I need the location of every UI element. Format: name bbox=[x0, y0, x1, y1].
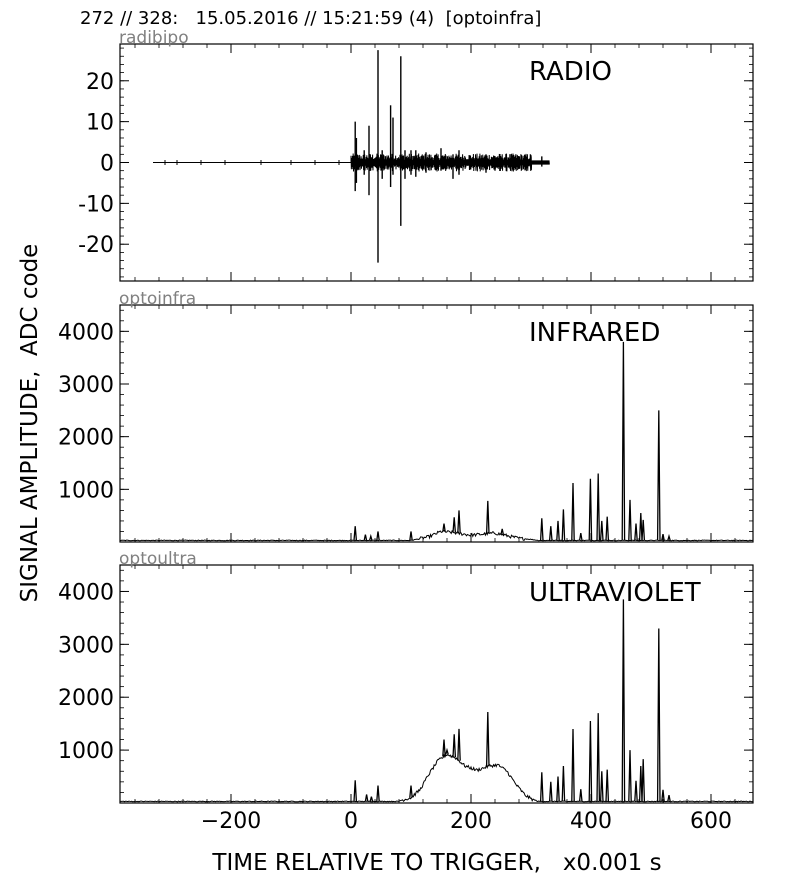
radio-trace bbox=[153, 153, 550, 172]
signal-peak bbox=[661, 533, 665, 541]
signal-peak bbox=[628, 499, 632, 541]
signal-peak bbox=[442, 739, 446, 757]
signal-peak bbox=[596, 713, 601, 802]
signal-peak bbox=[641, 519, 646, 541]
panel-title: INFRARED bbox=[529, 318, 660, 348]
signal-trace bbox=[119, 753, 753, 803]
signal-peak bbox=[656, 410, 661, 541]
y-tick-label: 4000 bbox=[58, 580, 114, 605]
channel-label: optoinfra bbox=[119, 289, 196, 309]
channel-label: optoultra bbox=[119, 549, 197, 569]
signal-peak bbox=[561, 765, 566, 802]
signal-peak bbox=[364, 794, 369, 802]
y-tick-label: 3000 bbox=[58, 633, 114, 658]
signal-peak bbox=[638, 765, 643, 802]
signal-peak bbox=[353, 526, 358, 541]
y-tick-label: -10 bbox=[78, 192, 114, 217]
signal-peak bbox=[452, 517, 457, 533]
y-tick-label: 4000 bbox=[58, 320, 114, 345]
channel-label: radibipo bbox=[119, 28, 189, 48]
figure-header: 272 // 328: 15.05.2016 // 15:21:59 (4) [… bbox=[80, 8, 542, 29]
plot-frame bbox=[119, 304, 754, 543]
signal-peak bbox=[556, 520, 560, 541]
y-tick-label: 2000 bbox=[58, 426, 114, 451]
signal-peak bbox=[628, 750, 632, 802]
signal-peak bbox=[596, 473, 601, 541]
panel-optoultra: optoultraULTRAVIOLET1000200030004000−200… bbox=[58, 549, 754, 834]
x-tick-label: −200 bbox=[201, 809, 261, 834]
signal-peak bbox=[363, 534, 368, 541]
signal-peak bbox=[605, 516, 610, 541]
signal-peak bbox=[588, 478, 593, 541]
signal-peak bbox=[638, 513, 643, 541]
signal-peak bbox=[442, 523, 446, 532]
signal-peak bbox=[571, 482, 575, 541]
signal-peak bbox=[500, 528, 505, 535]
signal-peak bbox=[556, 776, 560, 802]
y-tick-label: 3000 bbox=[58, 373, 114, 398]
signal-peak bbox=[588, 721, 593, 802]
signal-peak bbox=[369, 796, 374, 802]
y-tick-label: 1000 bbox=[58, 739, 114, 764]
signal-peak bbox=[634, 523, 638, 541]
plot-frame bbox=[119, 564, 754, 804]
signal-peak bbox=[656, 628, 661, 802]
signal-peak bbox=[641, 759, 646, 802]
signal-peak bbox=[621, 599, 626, 802]
y-tick-label: -20 bbox=[78, 233, 114, 258]
signal-peak bbox=[376, 785, 380, 802]
signal-peak bbox=[605, 769, 610, 802]
y-tick-label: 2000 bbox=[58, 686, 114, 711]
signal-peak bbox=[376, 531, 380, 541]
panel-title: RADIO bbox=[529, 57, 612, 87]
signal-peak bbox=[539, 518, 544, 541]
signal-peak bbox=[485, 712, 490, 767]
x-tick-label: 0 bbox=[344, 809, 358, 834]
signal-peak bbox=[452, 734, 457, 758]
signal-peak bbox=[409, 785, 413, 798]
signal-peak bbox=[634, 780, 638, 802]
signal-peak bbox=[578, 532, 583, 541]
signal-peak bbox=[661, 789, 665, 802]
signal-peak bbox=[578, 789, 583, 802]
signal-peak bbox=[548, 781, 553, 802]
panel-title: ULTRAVIOLET bbox=[529, 578, 701, 608]
x-tick-label: 200 bbox=[450, 809, 492, 834]
signal-trace bbox=[119, 529, 753, 542]
signal-peak bbox=[539, 772, 544, 802]
x-axis-label: TIME RELATIVE TO TRIGGER, x0.001 s bbox=[212, 850, 662, 876]
y-tick-label: 20 bbox=[86, 70, 114, 95]
y-tick-label: 1000 bbox=[58, 478, 114, 503]
panel-radibipo: radibipo RADIO 20 10 0 -10 -20 bbox=[78, 28, 754, 282]
signal-peak bbox=[368, 533, 373, 541]
signal-peak bbox=[621, 341, 626, 541]
signal-peak bbox=[457, 728, 461, 761]
signal-peak bbox=[548, 526, 553, 541]
x-tick-label: 400 bbox=[570, 809, 612, 834]
panel-optoinfra: optoinfra INFRARED 1000 2000 3000 4000 bbox=[58, 289, 754, 543]
signal-peak bbox=[561, 509, 566, 541]
signal-peak bbox=[599, 771, 604, 802]
signal-peak bbox=[485, 500, 490, 534]
signal-peak bbox=[667, 533, 671, 541]
signal-peak bbox=[457, 510, 461, 534]
signal-peak bbox=[667, 794, 671, 802]
y-tick-label: 0 bbox=[100, 152, 114, 177]
signal-peak bbox=[409, 531, 413, 541]
y-tick-label: 10 bbox=[86, 111, 114, 136]
x-tick-label: 600 bbox=[690, 809, 732, 834]
signal-peak bbox=[445, 747, 449, 755]
signal-peak bbox=[353, 780, 358, 802]
signal-peak bbox=[571, 728, 575, 802]
signal-peak bbox=[599, 520, 604, 541]
